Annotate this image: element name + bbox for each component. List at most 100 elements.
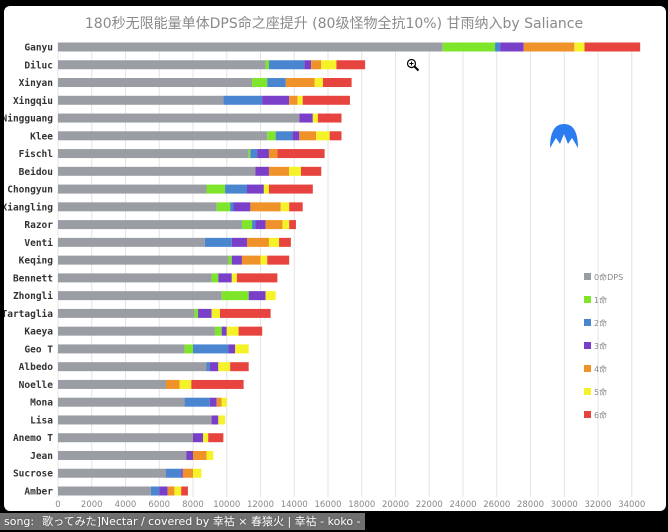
bar-razor-c3 bbox=[255, 220, 266, 230]
category-label: Kaeya bbox=[24, 327, 53, 338]
bar-xingqiu-c2 bbox=[223, 95, 263, 105]
bar-bennett-c3 bbox=[218, 273, 232, 283]
bar-xiangling-c1 bbox=[216, 202, 231, 212]
bar-razor-c5 bbox=[282, 220, 290, 230]
bar-jean-c3 bbox=[186, 450, 193, 460]
bar-xiangling-c4 bbox=[250, 202, 281, 212]
bar-xingqiu-c4 bbox=[289, 95, 298, 105]
x-tick-label: 20000 bbox=[382, 500, 409, 510]
category-label: Fischl bbox=[19, 149, 54, 160]
bar-tartaglia-c0 bbox=[58, 308, 195, 318]
bar-ningguang-c3 bbox=[299, 113, 313, 123]
bar-xiangling-c0 bbox=[58, 202, 217, 212]
bar-anemo-t-c3 bbox=[193, 433, 204, 443]
bar-chongyun-c0 bbox=[58, 184, 207, 194]
subtitle-line-2: 歌ってみた]Nectar / covered by 幸祜 × 春猿火 | 幸祜 … bbox=[42, 515, 361, 528]
bar-venti-c2 bbox=[204, 237, 232, 247]
bar-chongyun-c1 bbox=[206, 184, 226, 194]
bar-noelle-c4 bbox=[166, 379, 180, 389]
bar-mona-c2 bbox=[184, 397, 210, 407]
bar-diluc-c2 bbox=[268, 60, 305, 70]
bar-tartaglia-c6 bbox=[220, 308, 271, 318]
x-tick-label: 30000 bbox=[551, 500, 578, 510]
bar-sucrose-c4 bbox=[182, 468, 193, 478]
legend-label: 3命 bbox=[594, 341, 607, 351]
category-label: Noelle bbox=[19, 380, 54, 391]
bar-jean-c4 bbox=[193, 450, 207, 460]
x-tick-label: 22000 bbox=[416, 500, 443, 510]
bars bbox=[58, 42, 641, 496]
bar-mona-c0 bbox=[58, 397, 185, 407]
bar-keqing-c1 bbox=[228, 255, 232, 265]
bar-bennett-c5 bbox=[231, 273, 237, 283]
bar-sucrose-c2 bbox=[166, 468, 182, 478]
bar-lisa-c0 bbox=[58, 415, 212, 425]
bar-sucrose-c0 bbox=[58, 468, 166, 478]
bar-amber-c0 bbox=[58, 486, 151, 496]
bar-ningguang-c6 bbox=[317, 113, 342, 123]
legend-swatch bbox=[584, 319, 591, 326]
bar-ganyu-c1 bbox=[442, 42, 496, 52]
bar-razor-c0 bbox=[58, 220, 242, 230]
x-tick-label: 26000 bbox=[483, 500, 510, 510]
x-tick-label: 0 bbox=[55, 500, 60, 510]
bar-klee-c0 bbox=[58, 131, 268, 141]
x-tick-label: 2000 bbox=[81, 500, 103, 510]
x-tick-label: 24000 bbox=[449, 500, 476, 510]
x-tick-label: 28000 bbox=[517, 500, 544, 510]
category-label: Venti bbox=[24, 238, 53, 249]
legend-label: 6命 bbox=[594, 410, 607, 420]
bar-noelle-c6 bbox=[191, 379, 244, 389]
blue-mountain-logo-icon bbox=[550, 124, 578, 148]
bar-amber-c2 bbox=[150, 486, 160, 496]
bar-beidou-c3 bbox=[255, 166, 269, 176]
bar-ganyu-c4 bbox=[523, 42, 575, 52]
legend-swatch bbox=[584, 342, 591, 349]
bar-xinyan-c2 bbox=[267, 78, 286, 88]
category-label: Xiangling bbox=[4, 202, 53, 213]
bar-geo-t-c5 bbox=[235, 344, 249, 354]
bar-chongyun-c5 bbox=[263, 184, 269, 194]
category-label: Ganyu bbox=[24, 43, 53, 54]
bar-fischl-c4 bbox=[268, 149, 278, 159]
gridlines bbox=[57, 42, 633, 497]
bar-xingqiu-c3 bbox=[262, 95, 290, 105]
bar-klee-c2 bbox=[275, 131, 293, 141]
x-tick-label: 34000 bbox=[618, 500, 645, 510]
bar-keqing-c0 bbox=[58, 255, 229, 265]
bar-sucrose-c3 bbox=[181, 468, 183, 478]
bar-lisa-c5 bbox=[218, 415, 226, 425]
legend-label: 4命 bbox=[594, 364, 607, 374]
bar-fischl-c2 bbox=[250, 149, 258, 159]
bar-beidou-c4 bbox=[268, 166, 290, 176]
bar-venti-c3 bbox=[231, 237, 247, 247]
legend-swatch bbox=[584, 411, 591, 418]
category-label: Diluc bbox=[24, 60, 53, 71]
bar-venti-c6 bbox=[279, 237, 291, 247]
bar-zhongli-c5 bbox=[265, 291, 276, 301]
bar-chongyun-c2 bbox=[225, 184, 247, 194]
bar-ganyu-c0 bbox=[58, 42, 443, 52]
category-label: Amber bbox=[24, 487, 53, 498]
bar-chongyun-c3 bbox=[247, 184, 264, 194]
bar-amber-c5 bbox=[174, 486, 182, 496]
bar-anemo-t-c6 bbox=[208, 433, 224, 443]
legend: 0命DPS 1命 2命 3命 4命 5命 6命 bbox=[584, 272, 623, 420]
bar-geo-t-c2 bbox=[193, 344, 229, 354]
x-tick-label: 16000 bbox=[314, 500, 341, 510]
category-label: Ningguang bbox=[4, 114, 53, 125]
chart-frame: 180秒无限能量单体DPS命之座提升 (80级怪物全抗10%) 甘雨纳入by S… bbox=[4, 6, 666, 511]
category-label: Xingqiu bbox=[13, 96, 53, 107]
bar-kaeya-c5 bbox=[226, 326, 239, 336]
bar-xiangling-c3 bbox=[233, 202, 251, 212]
category-label: Sucrose bbox=[13, 469, 53, 480]
x-tick-label: 32000 bbox=[584, 500, 611, 510]
bar-xiangling-c2 bbox=[230, 202, 234, 212]
bar-albedo-c0 bbox=[58, 362, 207, 372]
bar-ganyu-c2 bbox=[495, 42, 501, 52]
bar-fischl-c0 bbox=[58, 149, 249, 159]
category-label: Chongyun bbox=[7, 185, 53, 196]
bar-xiangling-c6 bbox=[289, 202, 303, 212]
bar-beidou-c5 bbox=[289, 166, 301, 176]
legend-swatch bbox=[584, 365, 591, 372]
